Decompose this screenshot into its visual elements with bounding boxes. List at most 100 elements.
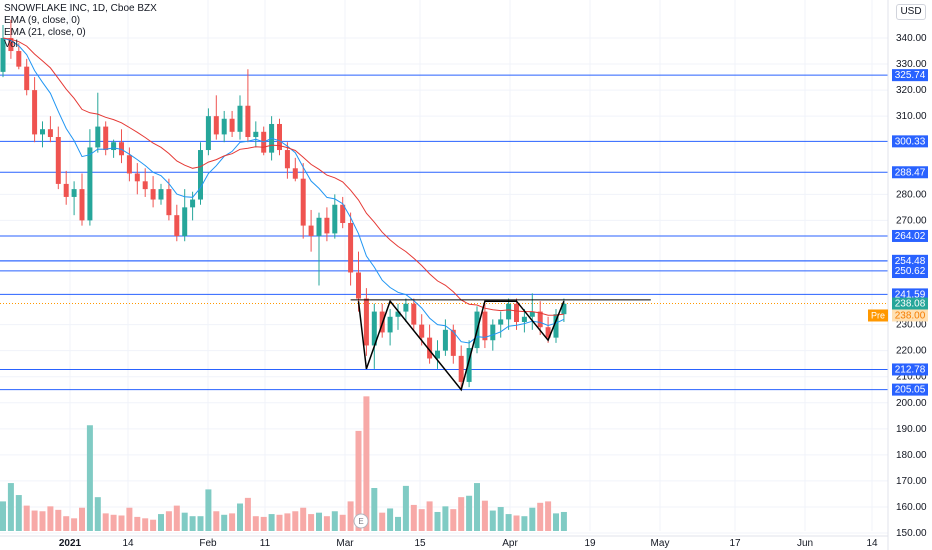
y-tick-label: 220.00 bbox=[896, 346, 927, 357]
x-tick-label: Jun bbox=[797, 538, 813, 549]
double-bottom-pattern[interactable] bbox=[350, 299, 651, 392]
volume-bar bbox=[387, 508, 394, 531]
candle-body bbox=[529, 311, 535, 317]
candle-body bbox=[553, 314, 559, 338]
volume-bar bbox=[300, 507, 307, 531]
candle-body bbox=[253, 131, 259, 138]
candle-body bbox=[411, 303, 417, 325]
pre-price-box bbox=[892, 309, 928, 322]
candle-body bbox=[150, 189, 156, 200]
candle-body bbox=[166, 189, 172, 216]
earnings-marker[interactable]: E bbox=[353, 513, 369, 529]
x-tick-label: 19 bbox=[584, 538, 596, 549]
earnings-icon[interactable] bbox=[353, 513, 369, 529]
level-tag-text: 205.05 bbox=[895, 385, 926, 396]
earnings-letter: E bbox=[358, 517, 363, 526]
x-tick-label: Mar bbox=[336, 538, 354, 549]
volume-bar bbox=[165, 511, 172, 531]
volume-bar bbox=[371, 487, 378, 531]
candle-body bbox=[229, 118, 235, 132]
level-tag-text: 241.59 bbox=[895, 289, 926, 300]
level-tag-box bbox=[892, 254, 928, 267]
price-tags: 325.74300.33288.47264.02254.48254.48250.… bbox=[868, 69, 928, 396]
y-tick-label: 310.00 bbox=[896, 111, 927, 122]
volume-bar bbox=[497, 507, 504, 531]
horizontal-levels[interactable] bbox=[0, 74, 888, 391]
candle-body bbox=[284, 150, 290, 169]
ema9-legend[interactable]: EMA (9, close, 0) bbox=[4, 15, 81, 26]
candle-body bbox=[182, 207, 188, 237]
volume-bar bbox=[31, 510, 38, 531]
volume-bar bbox=[142, 518, 149, 531]
volume-bar bbox=[347, 501, 354, 531]
volume-bar bbox=[213, 511, 220, 531]
volume-bar bbox=[292, 511, 299, 531]
volume-bar bbox=[110, 514, 117, 531]
ema21-legend[interactable]: EMA (21, close, 0) bbox=[4, 27, 86, 38]
candle-body bbox=[498, 319, 504, 325]
symbol-title[interactable]: SNOWFLAKE INC, 1D, Cboe BZX bbox=[4, 3, 157, 14]
volume-bar bbox=[458, 497, 465, 531]
volume-bar bbox=[252, 516, 259, 531]
volume-bar bbox=[205, 489, 212, 531]
volume-bar bbox=[86, 425, 93, 531]
currency-button[interactable]: USD bbox=[896, 4, 926, 20]
candle-body bbox=[221, 118, 227, 135]
volume-bar bbox=[505, 514, 512, 531]
volume-bar bbox=[126, 507, 133, 531]
volume-bar bbox=[331, 511, 338, 531]
volume-bar bbox=[268, 514, 275, 531]
volume-bar bbox=[94, 497, 101, 531]
volume-bar bbox=[181, 512, 188, 531]
volume-bar bbox=[537, 502, 544, 531]
x-tick-label: 11 bbox=[260, 538, 271, 549]
candle-body bbox=[427, 337, 433, 359]
pre-tag-box bbox=[868, 309, 888, 322]
volume-bar bbox=[173, 505, 180, 531]
candle-body bbox=[0, 38, 6, 72]
volume-bar bbox=[402, 485, 409, 531]
candle-body bbox=[190, 199, 196, 208]
candle-body bbox=[356, 272, 361, 299]
y-tick-label: 180.00 bbox=[896, 450, 927, 461]
candle-body bbox=[24, 66, 30, 91]
volume-bar bbox=[237, 503, 243, 531]
volume-bar bbox=[23, 505, 30, 531]
y-tick-label: 160.00 bbox=[896, 502, 927, 513]
level-tag-box bbox=[892, 135, 928, 148]
ema9-line bbox=[2, 37, 565, 344]
candle-body bbox=[32, 90, 38, 135]
x-tick-label: 14 bbox=[866, 538, 878, 549]
volume-bar bbox=[118, 515, 125, 531]
level-tag-box bbox=[892, 288, 928, 301]
volume-bar bbox=[102, 513, 109, 531]
volume-bar bbox=[323, 516, 330, 531]
level-tag-text: 288.47 bbox=[895, 167, 926, 178]
level-tag-box bbox=[892, 166, 928, 179]
volume-bar bbox=[450, 509, 457, 531]
x-tick-label: Apr bbox=[502, 538, 518, 549]
level-tag-box bbox=[892, 229, 928, 242]
volume-bar bbox=[529, 507, 536, 531]
volume-bar bbox=[79, 507, 85, 531]
time-axis[interactable]: 2021 14 Feb 11 Mar 15 Apr 19 May 17 Jun 14 bbox=[0, 535, 888, 549]
volume-bar bbox=[158, 514, 164, 531]
level-tag-text: 212.78 bbox=[895, 364, 926, 375]
y-tick-label: 170.00 bbox=[896, 476, 927, 487]
volume-bar bbox=[560, 511, 567, 531]
volume-legend[interactable]: Vol bbox=[4, 39, 18, 50]
volume-bar bbox=[521, 516, 528, 531]
candle-body bbox=[63, 183, 69, 197]
y-tick-label: 210.00 bbox=[896, 372, 927, 383]
pre-tag-text: Pre bbox=[871, 310, 885, 320]
y-tick-label: 330.00 bbox=[896, 59, 927, 70]
y-tick-label: 150.00 bbox=[896, 528, 927, 539]
candle-body bbox=[537, 311, 543, 328]
volume-bar bbox=[513, 515, 520, 531]
volume-bars bbox=[0, 396, 567, 531]
volume-bar bbox=[189, 516, 196, 531]
y-tick-label: 190.00 bbox=[896, 424, 927, 435]
candle-body bbox=[387, 316, 393, 333]
candle-body bbox=[292, 168, 298, 179]
